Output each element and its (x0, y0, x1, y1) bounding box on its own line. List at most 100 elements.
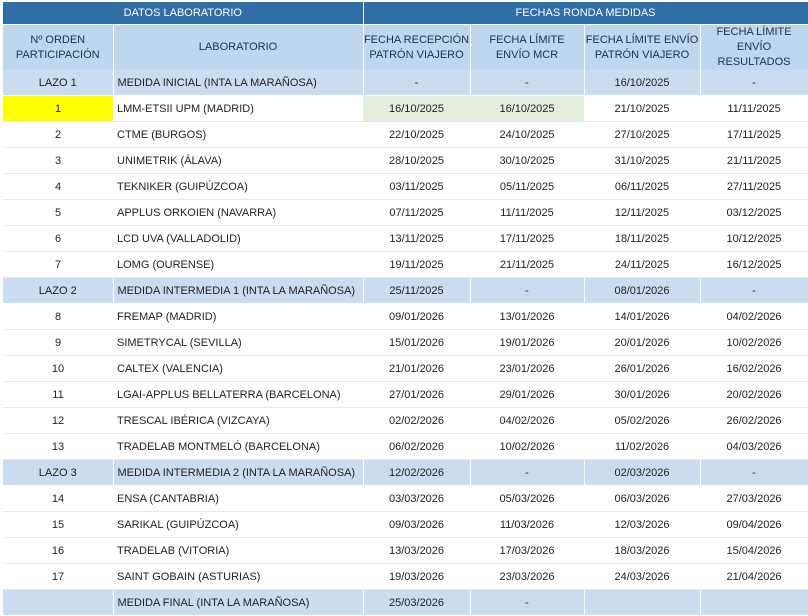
cell: ENSA (CANTABRIA) (113, 485, 364, 512)
group-header: DATOS LABORATORIO (3, 2, 364, 25)
lab-row: 15 SARIKAL (GUIPÚZCOA) 09/03/2026 11/03/202… (3, 511, 808, 538)
cell: UNIMETRIK (ÁLAVA) (113, 147, 364, 174)
cell: 06/02/2026 (363, 433, 471, 460)
cell: 1 (3, 95, 113, 122)
cell: 14/01/2026 (584, 303, 701, 330)
cell: CALTEX (VALENCIA) (113, 355, 364, 382)
cell: 27/11/2025 (700, 173, 808, 200)
summary-row: LAZO 2 MEDIDA INTERMEDIA 1 (INTA LA MARAÑ… (3, 277, 808, 304)
cell: - (363, 70, 471, 96)
cell: 8 (3, 303, 113, 330)
summary-row: MEDIDA FINAL (INTA LA MARAÑOSA) 25/03/202… (3, 589, 808, 616)
cell: MEDIDA INTERMEDIA 2 (INTA LA MARAÑOSA) (113, 459, 364, 486)
cell: 17 (3, 563, 113, 590)
group-header-row: DATOS LABORATORIO FECHAS RONDA MEDIDAS (3, 2, 808, 25)
cell: 27/03/2026 (700, 485, 808, 512)
cell: SIMETRYCAL (SEVILLA) (113, 329, 364, 356)
lab-row: 9 SIMETRYCAL (SEVILLA) 15/01/2026 19/01/202… (3, 329, 808, 356)
lab-row: 2 CTME (BURGOS) 22/10/2025 24/10/2025 27/10/… (3, 121, 808, 148)
cell: SARIKAL (GUIPÚZCOA) (113, 511, 364, 538)
cell: 14 (3, 485, 113, 512)
cell: 25/11/2025 (363, 277, 471, 304)
cell: 07/11/2025 (363, 199, 471, 226)
cell: 20/01/2026 (584, 329, 701, 356)
column-header: FECHA RECEPCIÓN PATRÓN VIAJERO (363, 24, 471, 70)
cell (584, 589, 701, 616)
lab-row: 6 LCD UVA (VALLADOLID) 13/11/2025 17/11/202… (3, 225, 808, 252)
cell: - (470, 277, 585, 304)
cell: 30/01/2026 (584, 381, 701, 408)
lab-row: 12 TRESCAL IBÉRICA (VIZCAYA) 02/02/2026 04/… (3, 407, 808, 434)
cell: 23/03/2026 (470, 563, 585, 590)
cell: 24/10/2025 (470, 121, 585, 148)
cell: 23/01/2026 (470, 355, 585, 382)
cell: 21/01/2026 (363, 355, 471, 382)
cell: - (470, 459, 585, 486)
group-header: FECHAS RONDA MEDIDAS (363, 2, 808, 25)
cell: 15 (3, 511, 113, 538)
cell: TRADELAB MONTMELÓ (BARCELONA) (113, 433, 364, 460)
lab-row: 5 APPLUS ORKOIEN (NAVARRA) 07/11/2025 11/11… (3, 199, 808, 226)
cell: 13/11/2025 (363, 225, 471, 252)
cell: 15/04/2026 (700, 537, 808, 564)
cell: 21/11/2025 (470, 251, 585, 278)
cell: 21/10/2025 (584, 95, 701, 122)
cell: 18/03/2026 (584, 537, 701, 564)
cell: CTME (BURGOS) (113, 121, 364, 148)
cell: 09/01/2026 (363, 303, 471, 330)
cell: 21/04/2026 (700, 563, 808, 590)
cell: 20/02/2026 (700, 381, 808, 408)
cell: LCD UVA (VALLADOLID) (113, 225, 364, 252)
cell: 12/02/2026 (363, 459, 471, 486)
cell: MEDIDA INTERMEDIA 1 (INTA LA MARAÑOSA) (113, 277, 364, 304)
lab-row: 1 LMM-ETSII UPM (MADRID) 16/10/2025 16/10/2… (3, 95, 808, 122)
summary-row: LAZO 1 MEDIDA INICIAL (INTA LA MARAÑOSA) -… (3, 70, 808, 96)
cell: 11/02/2026 (584, 433, 701, 460)
lab-row: 16 TRADELAB (VITORIA) 13/03/2026 17/03/2026… (3, 537, 808, 564)
cell: 03/11/2025 (363, 173, 471, 200)
cell: - (700, 70, 808, 96)
cell: 03/03/2026 (363, 485, 471, 512)
cell: 05/03/2026 (470, 485, 585, 512)
cell: 05/11/2025 (470, 173, 585, 200)
cell: 9 (3, 329, 113, 356)
cell: 02/02/2026 (363, 407, 471, 434)
schedule-table: DATOS LABORATORIO FECHAS RONDA MEDIDAS N… (3, 2, 808, 616)
cell: LAZO 2 (3, 277, 114, 304)
cell: 10 (3, 355, 113, 382)
lab-row: 14 ENSA (CANTABRIA) 03/03/2026 05/03/2026 06… (3, 485, 808, 512)
cell: 16/02/2026 (700, 355, 808, 382)
cell: 12/03/2026 (584, 511, 701, 538)
cell: 17/03/2026 (470, 537, 585, 564)
column-header: FECHA LÍMITE ENVÍO RESULTADOS (700, 24, 808, 70)
cell: LGAI-APPLUS BELLATERRA (BARCELONA) (113, 381, 364, 408)
cell: 31/10/2025 (584, 147, 701, 174)
column-header: Nº ORDEN PARTICIPACIÓN (3, 24, 114, 70)
cell: 11/03/2026 (470, 511, 585, 538)
cell: 30/10/2025 (470, 147, 585, 174)
column-header-row: Nº ORDEN PARTICIPACIÓN LABORATORIO FECHA R… (3, 24, 808, 70)
lab-row: 7 LOMG (OURENSE) 19/11/2025 21/11/2025 24/11… (3, 251, 808, 278)
lab-row: 11 LGAI-APPLUS BELLATERRA (BARCELONA) 27/0… (3, 381, 808, 408)
cell: 11/11/2025 (700, 95, 808, 122)
cell: 4 (3, 173, 113, 200)
cell: 16/10/2025 (584, 70, 701, 96)
cell: TEKNIKER (GUIPÚZCOA) (113, 173, 364, 200)
cell: 2 (3, 121, 113, 148)
cell: SAINT GOBAIN (ASTURIAS) (113, 563, 364, 590)
cell: 5 (3, 199, 113, 226)
cell: 10/02/2026 (470, 433, 585, 460)
cell: 13/01/2026 (470, 303, 585, 330)
column-header: LABORATORIO (113, 24, 364, 70)
cell: 21/11/2025 (700, 147, 808, 174)
cell: FREMAP (MADRID) (113, 303, 364, 330)
cell: 19/11/2025 (363, 251, 471, 278)
column-header: FECHA LÍMITE ENVÍO MCR (470, 24, 585, 70)
cell: 11 (3, 381, 113, 408)
cell: 19/03/2026 (363, 563, 471, 590)
cell: 13 (3, 433, 113, 460)
cell: APPLUS ORKOIEN (NAVARRA) (113, 199, 364, 226)
cell: 16 (3, 537, 113, 564)
cell: 3 (3, 147, 113, 174)
cell: 25/03/2026 (363, 589, 471, 616)
